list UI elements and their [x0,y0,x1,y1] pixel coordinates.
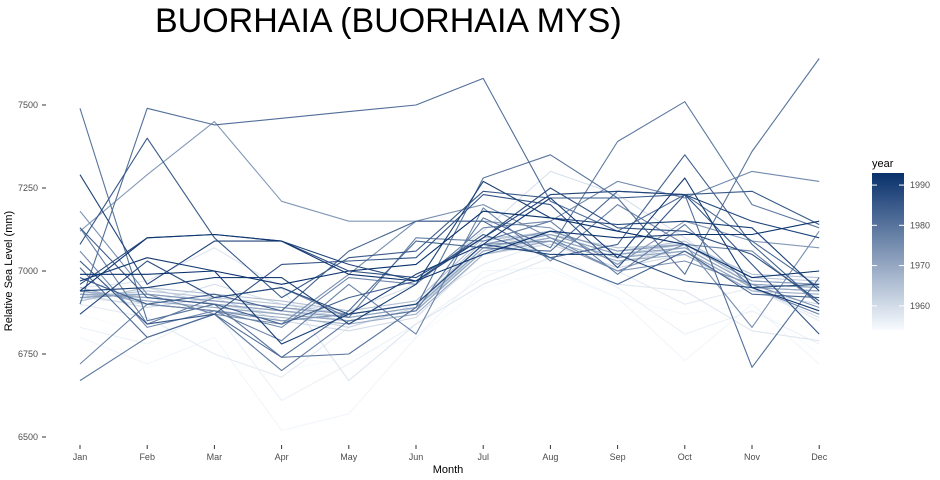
series-line-1986 [79,194,820,335]
legend-tick-label: 1990 [910,180,930,190]
y-tick-label: 7500 [18,100,38,110]
series-line-1977 [79,204,820,365]
y-tick-label: 6500 [18,432,38,442]
series-lines [79,58,820,431]
y-axis: 6500 6750 7000 7250 7500 [18,100,46,442]
x-tick-label: Oct [678,452,693,462]
series-line-1988 [79,243,820,315]
series-line-1985 [79,137,820,299]
x-tick-label: Nov [744,452,761,462]
year-legend: year 1960 1970 1980 1990 [872,158,930,330]
x-tick-label: Jun [409,452,424,462]
series-line-1980 [79,58,820,358]
series-line-1982 [79,190,820,358]
x-axis-title: Month [433,464,464,476]
series-line-1981 [79,77,820,368]
series-line-1970 [79,237,820,322]
y-axis-title: Relative Sea Level (mm) [3,211,15,331]
y-tick-label: 7000 [18,266,38,276]
series-line-1991 [79,177,820,345]
x-tick-label: Feb [139,452,155,462]
legend-title: year [872,158,894,170]
series-line-1958 [79,247,820,382]
x-tick-label: Mar [207,452,223,462]
series-line-1992 [79,220,820,292]
x-tick-label: Jul [477,452,489,462]
series-line-1993 [80,210,820,285]
legend-tick-label: 1960 [910,301,930,311]
x-tick-label: Jan [73,452,88,462]
x-axis: Jan Feb Mar Apr May Jun Jul Aug Sep Oct Nov Dec [73,445,828,462]
x-tick-label: Sep [610,452,626,462]
y-tick-label: 6750 [18,349,38,359]
legend-tick-label: 1970 [910,261,930,271]
x-tick-label: Apr [275,452,289,462]
legend-colorbar [872,173,904,330]
series-line-1954 [79,270,820,372]
series-line-1964 [79,230,820,315]
series-line-1990 [79,180,820,325]
legend-ticks: 1960 1970 1980 1990 [872,180,930,311]
y-tick-label: 7250 [18,183,38,193]
x-tick-label: May [340,452,358,462]
x-tick-label: Aug [542,452,558,462]
chart-title: BUORHAIA (BUORHAIA MYS) [155,2,622,40]
x-tick-label: Dec [811,452,828,462]
legend-tick-label: 1980 [910,220,930,230]
